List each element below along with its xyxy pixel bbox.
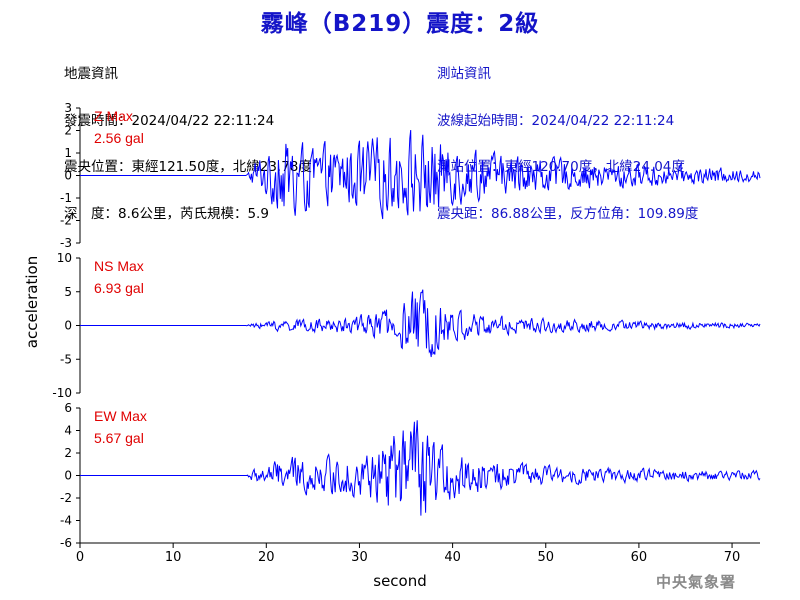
ns-waveform-trace [80,289,761,358]
ew-y-tick-label: 2 [64,446,72,460]
x-tick-label: 60 [631,550,648,565]
x-axis-label: second [373,572,427,590]
x-tick-label: 0 [76,550,84,565]
ns-max-label: NS Max [94,258,144,274]
ns-y-tick-label: 10 [57,251,72,265]
ew-y-tick-label: -2 [60,491,72,505]
wave-start-time: 波線起始時間：2024/04/22 22:11:24 [437,112,675,129]
epicenter-location: 震央位置：東經121.50度，北緯23.78度 [64,159,312,175]
z-y-tick-label: 3 [64,101,72,115]
event-info-heading: 地震資訊 [64,66,118,82]
epicentral-distance: 震央距：86.88公里，反方位角：109.89度 [437,205,699,222]
ns-y-tick-label: -10 [52,386,72,400]
station-location: 測站位置：東經120.70度，北緯24.04度 [437,159,685,175]
z-y-tick-label: 1 [64,146,72,160]
ew-y-tick-label: 4 [64,424,72,438]
z-max-label: Z Max [94,108,133,124]
ns-y-tick-label: -5 [60,352,72,366]
ew-max-value: 5.67 gal [94,430,144,446]
ew-waveform-trace [80,420,761,516]
z-y-tick-label: -3 [60,236,72,250]
event-info-block: 地震資訊 發震時間：2024/04/22 22:11:24 震央位置：東經121… [64,36,312,238]
ns-y-tick-label: 5 [64,285,72,299]
x-tick-label: 70 [724,550,741,565]
ns-max-value: 6.93 gal [94,280,144,296]
page-title: 霧峰（B219）震度：2級 [260,11,540,37]
z-waveform-trace [80,129,761,220]
z-max-value: 2.56 gal [94,130,144,146]
station-info-heading: 測站資訊 [437,66,491,82]
origin-time: 發震時間：2024/04/22 22:11:24 [64,112,275,129]
station-info-block: 測站資訊 波線起始時間：2024/04/22 22:11:24 測站位置：東經1… [437,36,698,238]
ew-y-tick-label: 0 [64,469,72,483]
depth-magnitude: 深 度：8.6公里，芮氏規模：5.9 [64,205,269,222]
ew-y-tick-label: -6 [60,536,72,550]
ew-y-tick-label: -4 [60,514,72,528]
x-tick-label: 10 [165,550,182,565]
z-y-tick-label: 2 [64,124,72,138]
x-tick-label: 20 [258,550,275,565]
x-tick-label: 50 [537,550,554,565]
x-tick-label: 30 [351,550,368,565]
z-y-tick-label: 0 [64,169,72,183]
ns-y-tick-label: 0 [64,319,72,333]
agency-credit: 中央氣象署 [656,573,737,591]
ew-max-label: EW Max [94,408,147,424]
z-y-tick-label: -2 [60,214,72,228]
ew-y-tick-label: 6 [64,401,72,415]
z-y-tick-label: -1 [60,191,72,205]
y-axis-label: acceleration [23,256,41,348]
x-tick-label: 40 [444,550,461,565]
